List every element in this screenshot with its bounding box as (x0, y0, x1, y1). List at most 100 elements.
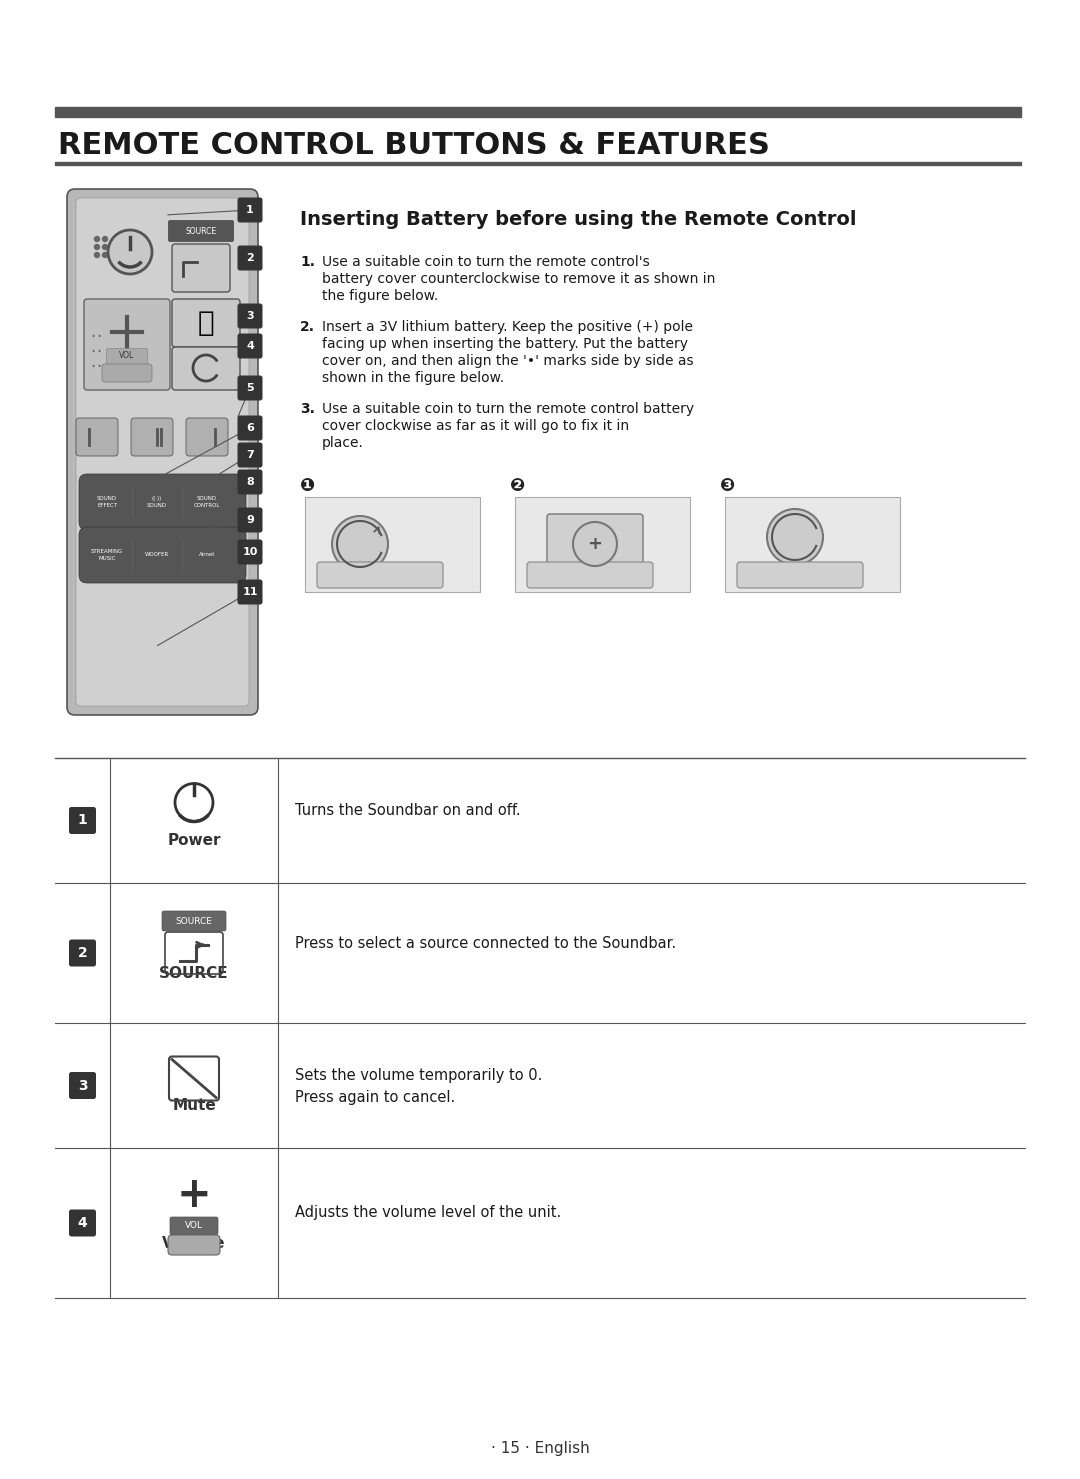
Bar (81, 587, 244, 695)
Text: ❸: ❸ (720, 478, 735, 495)
FancyBboxPatch shape (162, 911, 226, 930)
FancyBboxPatch shape (238, 376, 262, 401)
Text: 3: 3 (246, 311, 254, 321)
FancyBboxPatch shape (168, 220, 233, 241)
Text: 9: 9 (246, 515, 254, 525)
Text: ❷: ❷ (510, 478, 525, 495)
Text: SOURCE: SOURCE (176, 917, 213, 926)
Text: ·: · (96, 358, 102, 376)
Text: 2: 2 (78, 947, 87, 960)
FancyBboxPatch shape (238, 416, 262, 441)
Text: cover on, and then align the '•' marks side by side as: cover on, and then align the '•' marks s… (322, 353, 693, 368)
Circle shape (103, 244, 108, 250)
Text: REMOTE CONTROL BUTTONS & FEATURES: REMOTE CONTROL BUTTONS & FEATURES (58, 130, 770, 160)
Text: Press again to cancel.: Press again to cancel. (295, 1090, 456, 1105)
FancyBboxPatch shape (170, 1217, 218, 1235)
FancyBboxPatch shape (168, 1235, 220, 1256)
FancyBboxPatch shape (172, 244, 230, 291)
Text: SOURCE: SOURCE (186, 226, 217, 235)
Text: shown in the figure below.: shown in the figure below. (322, 371, 504, 385)
Text: 3.: 3. (300, 402, 315, 416)
FancyBboxPatch shape (238, 580, 262, 605)
Text: battery cover counterclockwise to remove it as shown in: battery cover counterclockwise to remove… (322, 272, 715, 285)
Text: ·: · (96, 328, 102, 346)
Text: Mute: Mute (172, 1097, 216, 1114)
FancyBboxPatch shape (102, 364, 152, 382)
FancyBboxPatch shape (67, 189, 258, 714)
Text: cover clockwise as far as it will go to fix it in: cover clockwise as far as it will go to … (322, 419, 630, 433)
FancyBboxPatch shape (131, 419, 173, 456)
Text: +: + (588, 535, 603, 553)
Text: 11: 11 (242, 587, 258, 598)
Text: 1: 1 (78, 813, 87, 827)
Text: · 15 · English: · 15 · English (490, 1441, 590, 1455)
Circle shape (573, 522, 617, 566)
Text: 3: 3 (78, 1078, 87, 1093)
FancyBboxPatch shape (238, 540, 262, 565)
FancyBboxPatch shape (69, 808, 96, 834)
Text: SOUND
EFFECT: SOUND EFFECT (97, 497, 117, 507)
Bar (55, 163, 1021, 164)
FancyBboxPatch shape (238, 198, 262, 222)
FancyBboxPatch shape (238, 303, 262, 328)
FancyBboxPatch shape (79, 527, 246, 583)
Text: ·: · (91, 328, 96, 346)
Text: SOURCE: SOURCE (159, 966, 229, 981)
FancyBboxPatch shape (84, 299, 170, 390)
Text: 5: 5 (246, 383, 254, 393)
FancyBboxPatch shape (69, 939, 96, 966)
FancyBboxPatch shape (76, 198, 249, 705)
Text: 🔇: 🔇 (198, 309, 214, 337)
Text: Use a suitable coin to turn the remote control battery: Use a suitable coin to turn the remote c… (322, 402, 694, 416)
FancyBboxPatch shape (69, 1072, 96, 1099)
Text: WOOFER: WOOFER (145, 553, 170, 558)
Text: Airnet: Airnet (199, 553, 215, 558)
Text: 10: 10 (242, 547, 258, 558)
Text: Inserting Battery before using the Remote Control: Inserting Battery before using the Remot… (300, 210, 856, 229)
Circle shape (95, 237, 99, 241)
Text: the figure below.: the figure below. (322, 288, 438, 303)
Text: Turns the Soundbar on and off.: Turns the Soundbar on and off. (295, 803, 521, 818)
Text: 8: 8 (246, 478, 254, 487)
Text: 1: 1 (246, 206, 254, 214)
FancyBboxPatch shape (737, 562, 863, 589)
Circle shape (103, 237, 108, 241)
FancyBboxPatch shape (527, 562, 653, 589)
Bar (55, 106, 1021, 117)
Circle shape (103, 253, 108, 257)
Text: 6: 6 (246, 423, 254, 433)
FancyBboxPatch shape (546, 515, 643, 575)
FancyBboxPatch shape (181, 259, 205, 269)
FancyBboxPatch shape (238, 246, 262, 271)
Text: Volume: Volume (162, 1235, 226, 1251)
Text: 2: 2 (246, 253, 254, 263)
Text: VOL: VOL (120, 352, 135, 361)
Text: VOL: VOL (185, 1222, 203, 1231)
FancyBboxPatch shape (172, 299, 240, 348)
FancyBboxPatch shape (238, 469, 262, 494)
Text: 4: 4 (246, 342, 254, 351)
Text: SOUND
CONTROL: SOUND CONTROL (193, 497, 220, 507)
Circle shape (95, 244, 99, 250)
FancyBboxPatch shape (318, 562, 443, 589)
Text: place.: place. (322, 436, 364, 450)
Text: 1.: 1. (300, 254, 315, 269)
Bar (725, 497, 900, 592)
Circle shape (108, 231, 152, 274)
Circle shape (332, 516, 388, 572)
Text: Power: Power (167, 833, 220, 847)
FancyBboxPatch shape (238, 333, 262, 358)
Text: Sets the volume temporarily to 0.: Sets the volume temporarily to 0. (295, 1068, 542, 1083)
Text: ·: · (91, 358, 96, 376)
Bar (515, 497, 690, 592)
Text: Insert a 3V lithium battery. Keep the positive (+) pole: Insert a 3V lithium battery. Keep the po… (322, 319, 693, 334)
Circle shape (95, 253, 99, 257)
Text: +: + (177, 1174, 212, 1216)
FancyBboxPatch shape (69, 1210, 96, 1236)
Text: Adjusts the volume level of the unit.: Adjusts the volume level of the unit. (295, 1205, 562, 1220)
Text: Use a suitable coin to turn the remote control's: Use a suitable coin to turn the remote c… (322, 254, 650, 269)
FancyBboxPatch shape (79, 473, 246, 529)
Text: facing up when inserting the battery. Put the battery: facing up when inserting the battery. Pu… (322, 337, 688, 351)
FancyBboxPatch shape (172, 348, 240, 390)
Text: 2.: 2. (300, 319, 315, 334)
